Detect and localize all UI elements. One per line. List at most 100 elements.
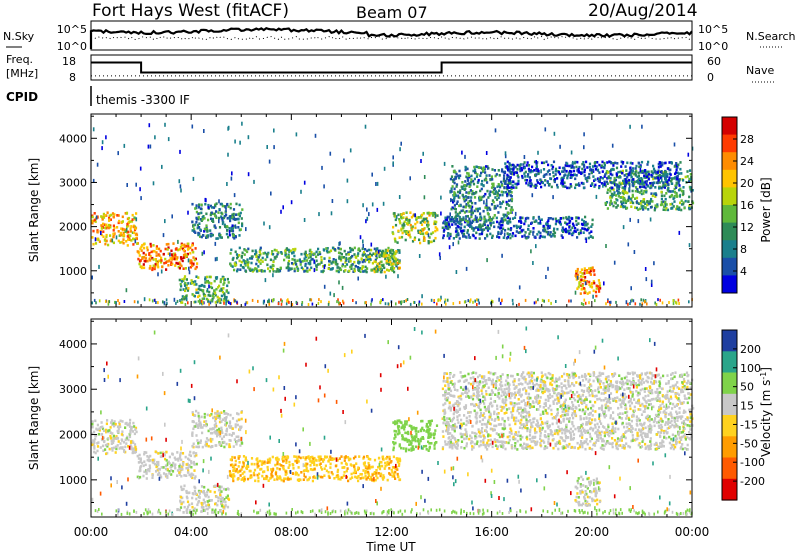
power-cell xyxy=(214,280,216,283)
power-cell xyxy=(177,300,179,303)
power-cell xyxy=(614,177,616,180)
power-cell xyxy=(370,249,372,252)
power-cell xyxy=(411,229,413,232)
power-cell xyxy=(426,220,428,223)
power-cell xyxy=(174,254,176,257)
power-cell xyxy=(536,233,538,236)
power-cell xyxy=(147,260,149,263)
power-cell xyxy=(512,184,514,187)
velocity-cell xyxy=(289,464,291,467)
power-cell xyxy=(546,231,548,234)
power-cell xyxy=(543,225,545,228)
power-cell xyxy=(430,212,432,215)
power-cell xyxy=(467,196,469,199)
power-cell xyxy=(375,270,377,273)
power-cell xyxy=(487,226,489,229)
power-cell xyxy=(95,242,97,245)
power-cell xyxy=(321,166,323,170)
velocity-cell xyxy=(309,460,311,463)
power-cell xyxy=(97,231,99,234)
power-cell xyxy=(524,161,526,164)
power-cell xyxy=(191,203,193,206)
power-cell xyxy=(512,232,514,235)
power-cell xyxy=(564,169,566,172)
power-cell xyxy=(397,241,399,244)
power-cell xyxy=(485,219,487,222)
velocity-cell xyxy=(292,467,294,470)
power-cell xyxy=(335,261,337,264)
velocity-cell xyxy=(229,472,231,475)
power-cell xyxy=(239,204,241,207)
power-cell xyxy=(233,234,235,237)
power-cell xyxy=(245,264,247,267)
power-cell xyxy=(574,227,576,230)
power-cell xyxy=(534,301,536,304)
power-cell xyxy=(219,226,221,229)
velocity-cell xyxy=(192,413,194,416)
power-cell xyxy=(380,261,382,264)
power-cell xyxy=(537,181,539,184)
velocity-cell xyxy=(296,472,298,475)
power-cell xyxy=(202,252,204,256)
velocity-cell xyxy=(379,468,381,471)
power-cell xyxy=(643,201,645,204)
power-cell xyxy=(144,297,146,301)
power-cell xyxy=(363,259,365,262)
power-cell xyxy=(122,238,124,241)
power-cell xyxy=(553,228,555,231)
velocity-cell xyxy=(341,462,343,465)
power-cell xyxy=(375,182,377,186)
power-cell xyxy=(574,174,576,177)
power-cell xyxy=(491,175,493,178)
power-cell xyxy=(399,220,401,223)
power-cell xyxy=(199,299,201,302)
power-cell xyxy=(584,228,586,231)
power-cell xyxy=(511,206,513,209)
power-cell xyxy=(236,270,238,273)
power-cell xyxy=(360,235,362,239)
power-cell xyxy=(504,233,506,237)
power-cell xyxy=(575,166,577,169)
power-cell xyxy=(591,282,593,285)
power-cell xyxy=(233,269,235,272)
power-cell xyxy=(373,268,375,271)
power-cell xyxy=(262,260,264,263)
power-cell xyxy=(384,167,386,171)
power-cell xyxy=(169,253,171,257)
power-cell xyxy=(198,226,200,229)
power-cell xyxy=(458,195,460,199)
power-cell xyxy=(91,301,93,304)
velocity-cell xyxy=(406,420,408,423)
power-cell xyxy=(180,189,182,193)
power-cell xyxy=(628,190,630,193)
power-cell xyxy=(666,173,668,176)
velocity-cell xyxy=(238,457,240,460)
power-cell xyxy=(316,251,318,254)
power-cell xyxy=(626,162,628,165)
power-cell xyxy=(286,267,288,270)
power-cell xyxy=(588,283,590,286)
power-cell xyxy=(591,172,593,175)
power-cell xyxy=(611,193,613,196)
power-cell xyxy=(259,254,261,257)
velocity-cell xyxy=(188,491,190,494)
power-cell xyxy=(397,214,399,217)
power-cell xyxy=(647,161,649,164)
power-cell xyxy=(226,285,228,288)
power-cell xyxy=(494,169,496,172)
power-cell xyxy=(192,229,194,232)
power-cell xyxy=(229,220,231,223)
power-cell xyxy=(419,231,421,234)
power-cell xyxy=(172,257,174,260)
power-cell xyxy=(644,300,646,303)
power-cell xyxy=(127,238,129,241)
power-cell xyxy=(574,178,576,181)
velocity-cell xyxy=(121,433,123,436)
power-cell xyxy=(617,184,619,188)
power-cell xyxy=(205,213,207,216)
power-cell xyxy=(400,142,402,146)
power-cell xyxy=(479,215,481,218)
power-cell xyxy=(687,175,689,178)
power-cell xyxy=(529,230,531,233)
power-cell xyxy=(451,223,453,226)
